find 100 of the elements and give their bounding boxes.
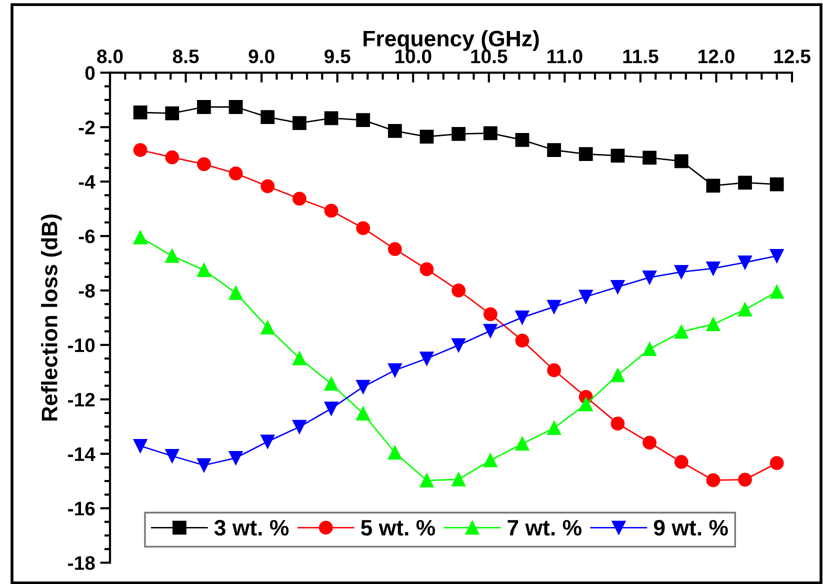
point — [324, 204, 338, 218]
point — [292, 116, 306, 130]
y-tick-label: -12 — [68, 392, 95, 406]
x-tick-label: 12.5 — [774, 50, 810, 64]
point — [356, 221, 370, 236]
point — [483, 453, 498, 468]
point — [515, 334, 530, 348]
point — [770, 284, 784, 299]
x-tick-label: 10.5 — [471, 50, 508, 64]
point — [706, 178, 720, 193]
y-tick-label: 0 — [85, 66, 95, 80]
point — [356, 113, 370, 128]
point — [706, 261, 720, 276]
point — [770, 248, 784, 263]
point — [228, 100, 243, 114]
x-tick-label: 11.5 — [623, 50, 658, 64]
point — [165, 150, 180, 164]
x-tick-label: 11.0 — [548, 50, 582, 64]
point — [228, 166, 243, 180]
y-tick-label: -2 — [78, 120, 95, 134]
point — [452, 338, 466, 352]
point — [133, 230, 148, 244]
point — [610, 368, 625, 382]
point — [420, 262, 434, 276]
y-tick-label: -8 — [78, 284, 95, 298]
point — [292, 192, 306, 206]
point — [610, 416, 625, 431]
point — [356, 380, 370, 394]
point — [197, 157, 211, 172]
y-axis-title: Reflection loss (dB) — [41, 214, 62, 421]
point — [197, 100, 211, 114]
point — [133, 438, 148, 453]
point — [483, 324, 498, 338]
x-tick-label: 8.5 — [172, 50, 199, 64]
point — [674, 154, 688, 168]
legend-label: 7 wt. % — [508, 520, 582, 536]
y-tick-label: -6 — [78, 230, 95, 244]
point — [706, 317, 720, 332]
point — [547, 421, 562, 435]
point — [292, 351, 306, 366]
point — [324, 111, 338, 126]
point — [165, 248, 180, 263]
point — [578, 397, 593, 412]
point — [642, 436, 656, 450]
point — [388, 124, 402, 138]
point — [547, 300, 562, 314]
point — [133, 106, 148, 120]
point — [420, 474, 434, 488]
y-tick-label: -10 — [68, 338, 95, 352]
point — [674, 455, 688, 469]
point — [642, 270, 656, 284]
legend-label: 5 wt. % — [360, 520, 436, 536]
point — [388, 363, 402, 378]
point — [674, 265, 688, 279]
point — [547, 363, 562, 378]
point — [738, 302, 752, 316]
point — [578, 147, 593, 162]
point — [324, 376, 338, 391]
point — [228, 450, 243, 465]
legend-label: 9 wt. % — [654, 520, 728, 536]
point — [452, 284, 466, 298]
point — [642, 150, 656, 165]
y-tick-label: -18 — [68, 556, 95, 570]
point — [165, 106, 180, 120]
point — [770, 177, 784, 192]
point — [197, 263, 211, 278]
point — [260, 110, 275, 124]
x-tick-label: 8.0 — [97, 50, 123, 64]
point — [324, 402, 338, 416]
x-tick-label: 9.5 — [324, 50, 350, 64]
x-tick-label: 9.0 — [248, 50, 274, 64]
point — [388, 446, 402, 460]
point — [260, 179, 275, 194]
point — [770, 456, 784, 470]
point — [738, 472, 752, 487]
point — [547, 143, 562, 157]
point — [260, 320, 275, 334]
point — [738, 176, 752, 190]
point — [706, 473, 720, 488]
point — [420, 130, 434, 144]
point — [515, 436, 530, 451]
point — [515, 132, 530, 147]
point — [420, 352, 434, 366]
point — [738, 255, 752, 270]
point — [356, 406, 370, 420]
point — [674, 324, 688, 339]
point — [578, 290, 593, 304]
point — [260, 434, 275, 449]
point — [610, 148, 625, 163]
point — [642, 342, 656, 356]
point — [228, 286, 243, 300]
point — [452, 127, 466, 141]
y-tick-label: -16 — [68, 502, 95, 516]
point — [165, 449, 180, 463]
legend-label: 3 wt. % — [214, 520, 289, 536]
point — [292, 420, 306, 434]
x-tick-label: 12.0 — [698, 50, 734, 64]
point — [515, 310, 530, 324]
point — [483, 307, 498, 322]
point — [388, 242, 402, 256]
